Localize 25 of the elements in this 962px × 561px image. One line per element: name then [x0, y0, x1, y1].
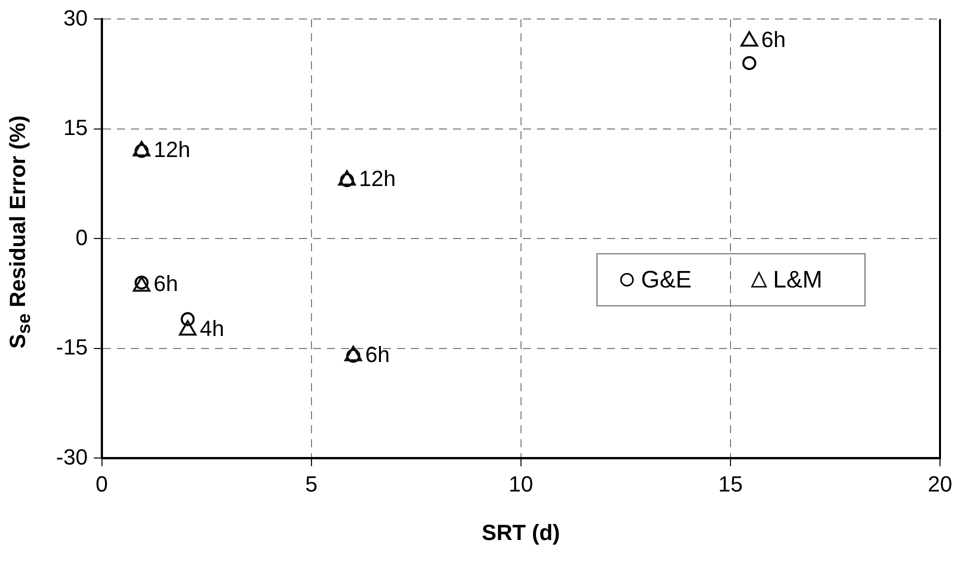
annotation: 6h — [761, 27, 786, 52]
y-tick-label: -15 — [56, 334, 88, 360]
legend-label: L&M — [773, 266, 822, 294]
annotation: 12h — [154, 136, 190, 162]
annotation: 6h — [154, 270, 178, 296]
y-tick-label: 0 — [76, 224, 88, 250]
x-tick-label: 20 — [928, 471, 952, 496]
legend-label: G&E — [641, 266, 692, 294]
point — [180, 312, 195, 326]
annotation: 4h — [200, 316, 224, 342]
x-axis-title: SRT (d) — [482, 520, 560, 545]
annotation: 6h — [365, 342, 390, 367]
y-tick-label: 15 — [63, 115, 88, 140]
y-tick-label: 30 — [63, 5, 88, 30]
annotation: 12h — [358, 166, 396, 192]
y-tick-label: -30 — [56, 444, 88, 470]
x-tick-label: 10 — [508, 471, 534, 496]
point — [338, 170, 356, 186]
x-tick-label: 0 — [96, 471, 108, 496]
point — [132, 140, 150, 156]
point — [344, 346, 362, 362]
x-tick-label: 15 — [718, 471, 743, 496]
point — [740, 31, 758, 47]
x-tick-label: 5 — [305, 471, 318, 496]
point — [178, 320, 197, 336]
